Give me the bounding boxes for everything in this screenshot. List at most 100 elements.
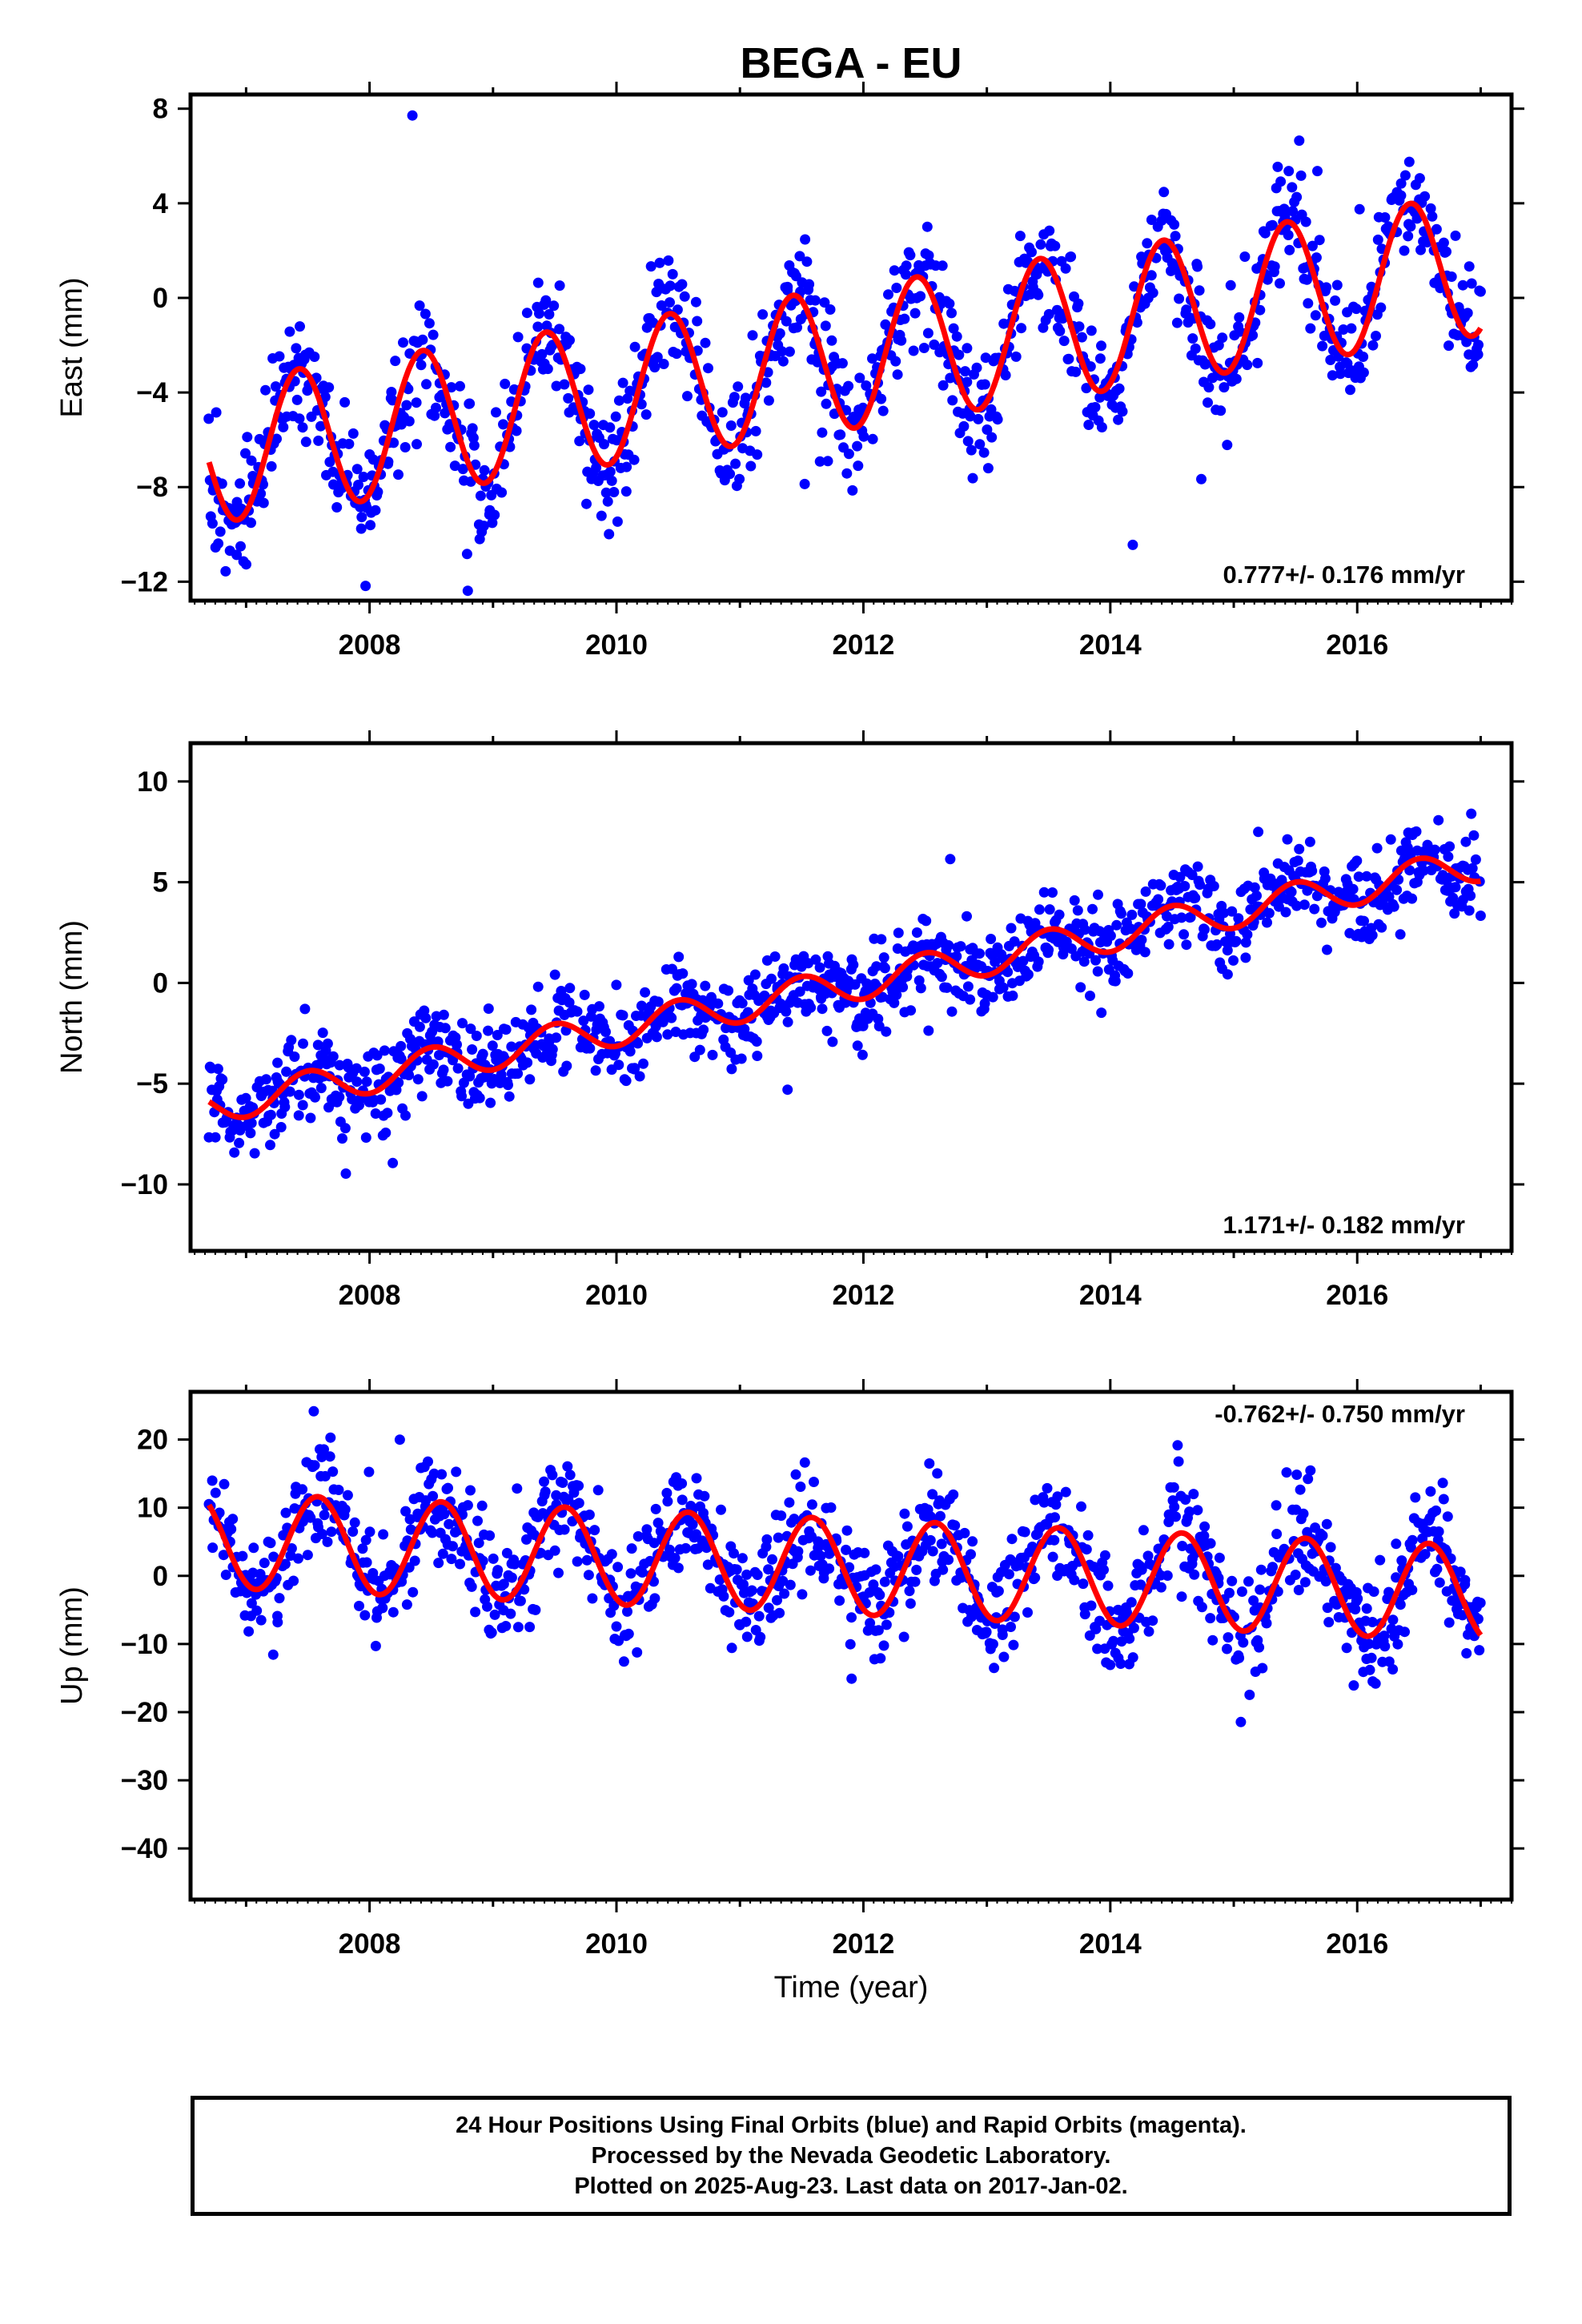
data-point bbox=[962, 343, 973, 354]
data-point bbox=[269, 1128, 280, 1140]
data-point bbox=[505, 1608, 516, 1619]
data-point bbox=[1363, 1638, 1375, 1650]
data-point bbox=[498, 1578, 509, 1590]
y-tick-label: 10 bbox=[137, 1493, 168, 1524]
data-point bbox=[400, 442, 411, 452]
data-point bbox=[265, 1109, 276, 1120]
data-point bbox=[1391, 1572, 1402, 1583]
data-point bbox=[268, 1551, 279, 1562]
panel-north: 2008 2010 2012 2014 2016 10 5 0 −5 −10 North (mm) 1… bbox=[55, 730, 1524, 1311]
data-point bbox=[319, 392, 331, 403]
data-point bbox=[1415, 244, 1426, 255]
data-point bbox=[1222, 945, 1233, 956]
data-point bbox=[801, 256, 813, 267]
data-point bbox=[1468, 360, 1479, 371]
data-point bbox=[935, 1510, 946, 1522]
data-point bbox=[1271, 1500, 1282, 1511]
data-point bbox=[892, 369, 903, 380]
data-point bbox=[289, 1051, 300, 1062]
data-point bbox=[1196, 1602, 1207, 1613]
data-point bbox=[401, 400, 412, 411]
data-point bbox=[278, 421, 289, 432]
data-point bbox=[1364, 1664, 1375, 1675]
data-point bbox=[1259, 227, 1271, 239]
data-point bbox=[539, 1476, 549, 1487]
data-point bbox=[433, 1558, 444, 1569]
data-point bbox=[1050, 1499, 1062, 1510]
data-point bbox=[1172, 1440, 1183, 1451]
data-point bbox=[1102, 1580, 1114, 1591]
data-point bbox=[992, 414, 1003, 425]
data-point bbox=[462, 1500, 473, 1511]
data-point bbox=[1146, 215, 1157, 225]
data-point bbox=[1321, 282, 1332, 293]
data-point bbox=[1294, 843, 1305, 854]
data-point bbox=[442, 1076, 453, 1087]
data-point bbox=[1457, 279, 1468, 291]
data-point bbox=[955, 941, 966, 952]
data-point bbox=[1008, 1639, 1019, 1651]
data-point bbox=[562, 1461, 573, 1472]
data-point bbox=[1081, 1544, 1092, 1555]
data-point bbox=[1060, 263, 1071, 274]
data-point bbox=[612, 1562, 624, 1573]
data-point bbox=[1090, 955, 1101, 966]
data-point bbox=[526, 1004, 537, 1015]
data-point bbox=[945, 854, 956, 865]
data-point bbox=[217, 1074, 228, 1085]
data-point bbox=[1433, 814, 1444, 826]
data-point bbox=[989, 1663, 1000, 1674]
data-point bbox=[1460, 836, 1472, 847]
data-point bbox=[1019, 1526, 1030, 1538]
data-point bbox=[677, 1494, 688, 1506]
data-point bbox=[636, 1567, 648, 1578]
data-point bbox=[1163, 939, 1174, 950]
data-point bbox=[878, 1640, 889, 1651]
data-point bbox=[429, 410, 440, 421]
data-point bbox=[1243, 1576, 1254, 1587]
data-point bbox=[1129, 281, 1140, 292]
data-point bbox=[1076, 1501, 1086, 1512]
data-point bbox=[874, 1590, 885, 1601]
data-point bbox=[1081, 383, 1092, 394]
data-point bbox=[1262, 917, 1272, 928]
data-point bbox=[692, 316, 703, 327]
data-point bbox=[322, 1536, 333, 1547]
footer-line-orbits: 24 Hour Positions Using Final Orbits (bl… bbox=[456, 2113, 1247, 2138]
data-point bbox=[948, 1489, 959, 1500]
data-point bbox=[327, 1051, 339, 1062]
data-point bbox=[628, 454, 640, 465]
data-point bbox=[1444, 841, 1456, 852]
data-point bbox=[813, 1536, 824, 1547]
data-point bbox=[1371, 842, 1383, 854]
data-point bbox=[549, 969, 560, 980]
data-point bbox=[1269, 261, 1280, 272]
data-point bbox=[782, 1084, 793, 1096]
data-point bbox=[444, 1518, 455, 1530]
data-point bbox=[1050, 240, 1061, 251]
data-point bbox=[1113, 414, 1124, 425]
data-point bbox=[1076, 332, 1087, 343]
data-point bbox=[1225, 279, 1236, 291]
data-point bbox=[1387, 1664, 1399, 1675]
data-point bbox=[1105, 931, 1116, 941]
data-point bbox=[452, 1039, 462, 1050]
data-point bbox=[1299, 899, 1310, 911]
data-point bbox=[1257, 1663, 1268, 1674]
data-point bbox=[962, 911, 972, 922]
data-point bbox=[879, 963, 890, 974]
data-point bbox=[305, 1512, 316, 1523]
data-point bbox=[305, 1112, 316, 1124]
data-point bbox=[1179, 881, 1191, 891]
y-tick-label: 10 bbox=[137, 766, 168, 798]
data-point bbox=[297, 1100, 308, 1111]
data-point bbox=[1010, 351, 1022, 362]
data-point bbox=[1027, 1542, 1038, 1552]
data-point bbox=[1063, 353, 1074, 364]
data-point bbox=[203, 413, 215, 424]
data-point bbox=[806, 1499, 817, 1510]
data-point bbox=[1094, 353, 1106, 364]
data-point bbox=[757, 309, 769, 320]
data-point bbox=[235, 478, 246, 489]
